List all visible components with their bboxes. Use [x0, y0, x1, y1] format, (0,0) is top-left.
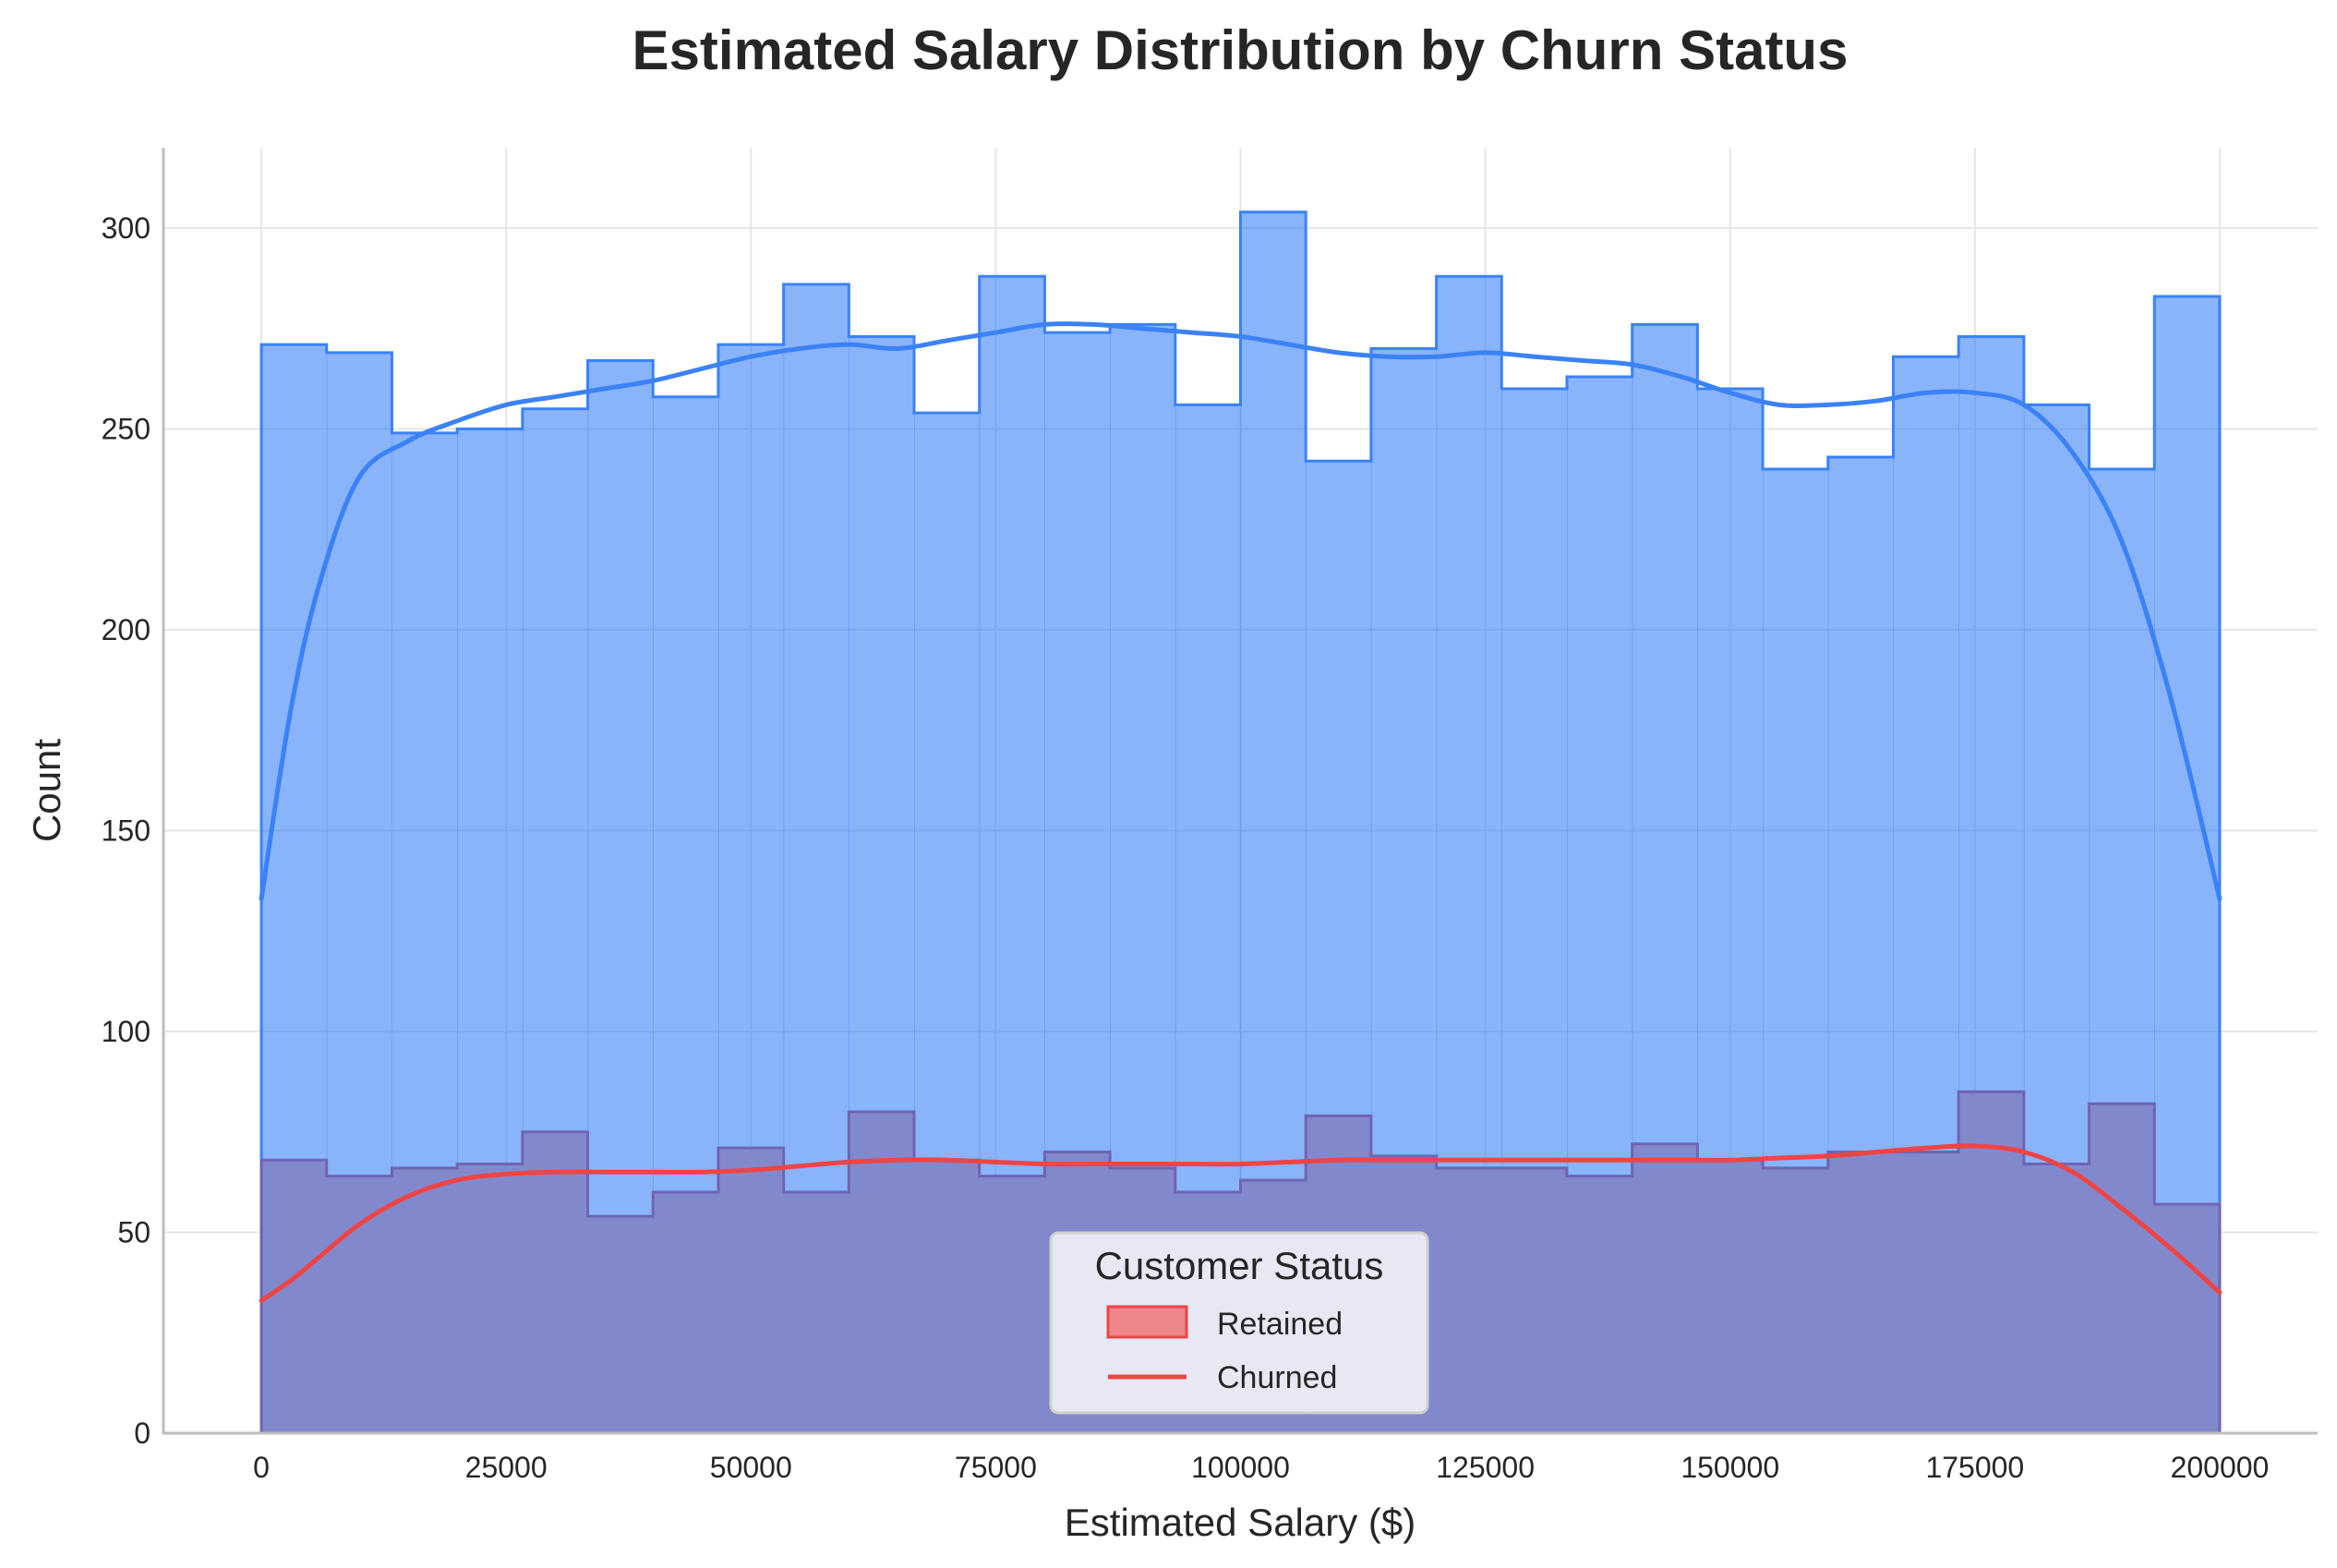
axes-spines: [162, 148, 2318, 1435]
y-tick-label: 300: [102, 211, 151, 245]
bar-churned: [2023, 1164, 2090, 1433]
y-tick-label: 200: [102, 613, 151, 646]
x-tick-labels: 0 25000 50000 75000 100000 125000 150000 175000…: [253, 1451, 2269, 1484]
bar-churned: [914, 1160, 981, 1433]
chart-title: Estimated Salary Distribution by Churn S…: [632, 19, 1849, 81]
step-outline-churned: [259, 1090, 2222, 1433]
legend-box: [1049, 1231, 1429, 1415]
bar-churned: [979, 1176, 1046, 1433]
bar-churned: [1566, 1176, 1633, 1433]
bar-churned: [587, 1216, 654, 1433]
legend-swatch-retained: [1106, 1305, 1188, 1339]
x-axis-label: Estimated Salary ($): [1065, 1501, 1415, 1544]
x-tick-label: 25000: [465, 1451, 548, 1484]
bar-churned: [1436, 1167, 1502, 1433]
bar-churned: [849, 1112, 915, 1433]
step-outline-retained: [259, 211, 2222, 1433]
bar-churned: [2089, 1104, 2155, 1433]
bar-churned: [326, 1176, 393, 1433]
bar-churned: [457, 1164, 524, 1433]
x-tick-label: 100000: [1191, 1451, 1290, 1484]
legend-label-churned: Churned: [1217, 1360, 1337, 1395]
y-tick-label: 250: [102, 413, 151, 446]
y-tick-label: 150: [102, 814, 151, 848]
bar-churned: [717, 1148, 785, 1433]
y-axis-label: Count: [25, 739, 68, 842]
x-tick-label: 200000: [2171, 1451, 2270, 1484]
x-tick-label: 50000: [710, 1451, 792, 1484]
bar-churned: [2154, 1204, 2221, 1433]
bar-churned: [1501, 1167, 1568, 1433]
bar-churned: [1632, 1143, 1698, 1433]
bar-churned: [783, 1192, 849, 1433]
legend: Customer Status Retained Churned: [1049, 1231, 1429, 1415]
bar-churned: [1893, 1152, 1959, 1433]
kde-line-churned: [259, 1143, 2223, 1303]
bar-churned: [1827, 1152, 1895, 1433]
legend-title: Customer Status: [1095, 1244, 1384, 1287]
bar-churned: [1958, 1092, 2025, 1433]
x-tick-label: 175000: [1925, 1451, 2024, 1484]
y-tick-labels: 0 50 100 150 200 250 300: [102, 211, 151, 1450]
y-tick-label: 100: [102, 1015, 151, 1048]
bar-churned: [653, 1192, 719, 1433]
kde-curves: [259, 321, 2223, 1303]
x-tick-label: 0: [253, 1451, 270, 1484]
x-tick-label: 75000: [955, 1451, 1037, 1484]
y-tick-label: 50: [117, 1216, 151, 1249]
kde-line-retained: [259, 321, 2223, 901]
bar-churned: [1697, 1160, 1764, 1433]
legend-label-retained: Retained: [1217, 1307, 1343, 1342]
bar-churned: [392, 1167, 458, 1433]
x-tick-label: 125000: [1436, 1451, 1535, 1484]
x-tick-label: 150000: [1680, 1451, 1779, 1484]
y-tick-label: 0: [134, 1417, 151, 1450]
bar-churned: [1763, 1167, 1829, 1433]
bar-churned: [261, 1160, 328, 1433]
bar-churned: [522, 1131, 589, 1433]
